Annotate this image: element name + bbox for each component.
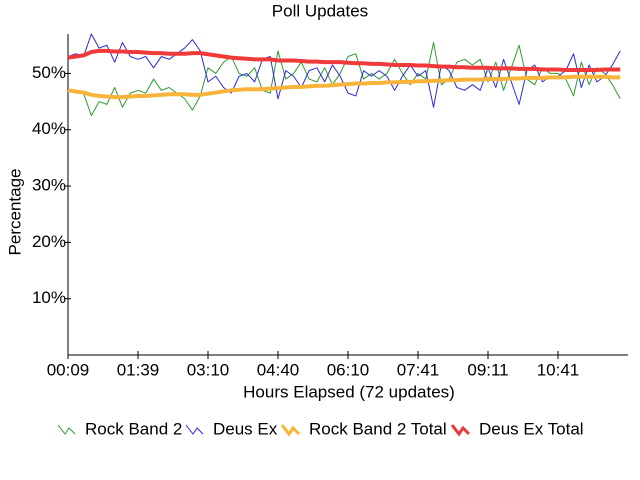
legend-icon — [57, 424, 76, 435]
y-tick-label: 40% — [32, 119, 66, 138]
x-tick-label: 10:41 — [537, 360, 580, 379]
x-tick-label: 09:11 — [467, 360, 508, 379]
y-tick-label: 30% — [32, 176, 66, 195]
x-tick-label: 06:10 — [327, 360, 370, 379]
series-line — [67, 74, 621, 100]
legend-label: Deus Ex — [213, 419, 278, 438]
y-tick-label: 10% — [32, 288, 66, 307]
series-line — [67, 48, 621, 73]
x-tick-label: 01:39 — [117, 360, 160, 379]
legend-label: Deus Ex Total — [479, 419, 584, 438]
x-tick-label: 03:10 — [187, 360, 230, 379]
y-tick-label: 50% — [32, 63, 66, 82]
x-tick-label: 07:41 — [397, 360, 440, 379]
y-axis-label: Percentage — [5, 169, 24, 256]
legend-icon — [185, 424, 204, 435]
legend-label: Rock Band 2 Total — [309, 419, 447, 438]
legend-icon — [280, 424, 301, 437]
x-axis-label: Hours Elapsed (72 updates) — [243, 382, 455, 401]
legend-label: Rock Band 2 — [85, 419, 182, 438]
legend-icon — [450, 424, 471, 437]
x-tick-label: 00:09 — [47, 360, 90, 379]
chart-title: Poll Updates — [272, 1, 368, 20]
x-tick-label: 04:40 — [257, 360, 300, 379]
series-line — [67, 41, 621, 117]
y-tick-label: 20% — [32, 232, 66, 251]
